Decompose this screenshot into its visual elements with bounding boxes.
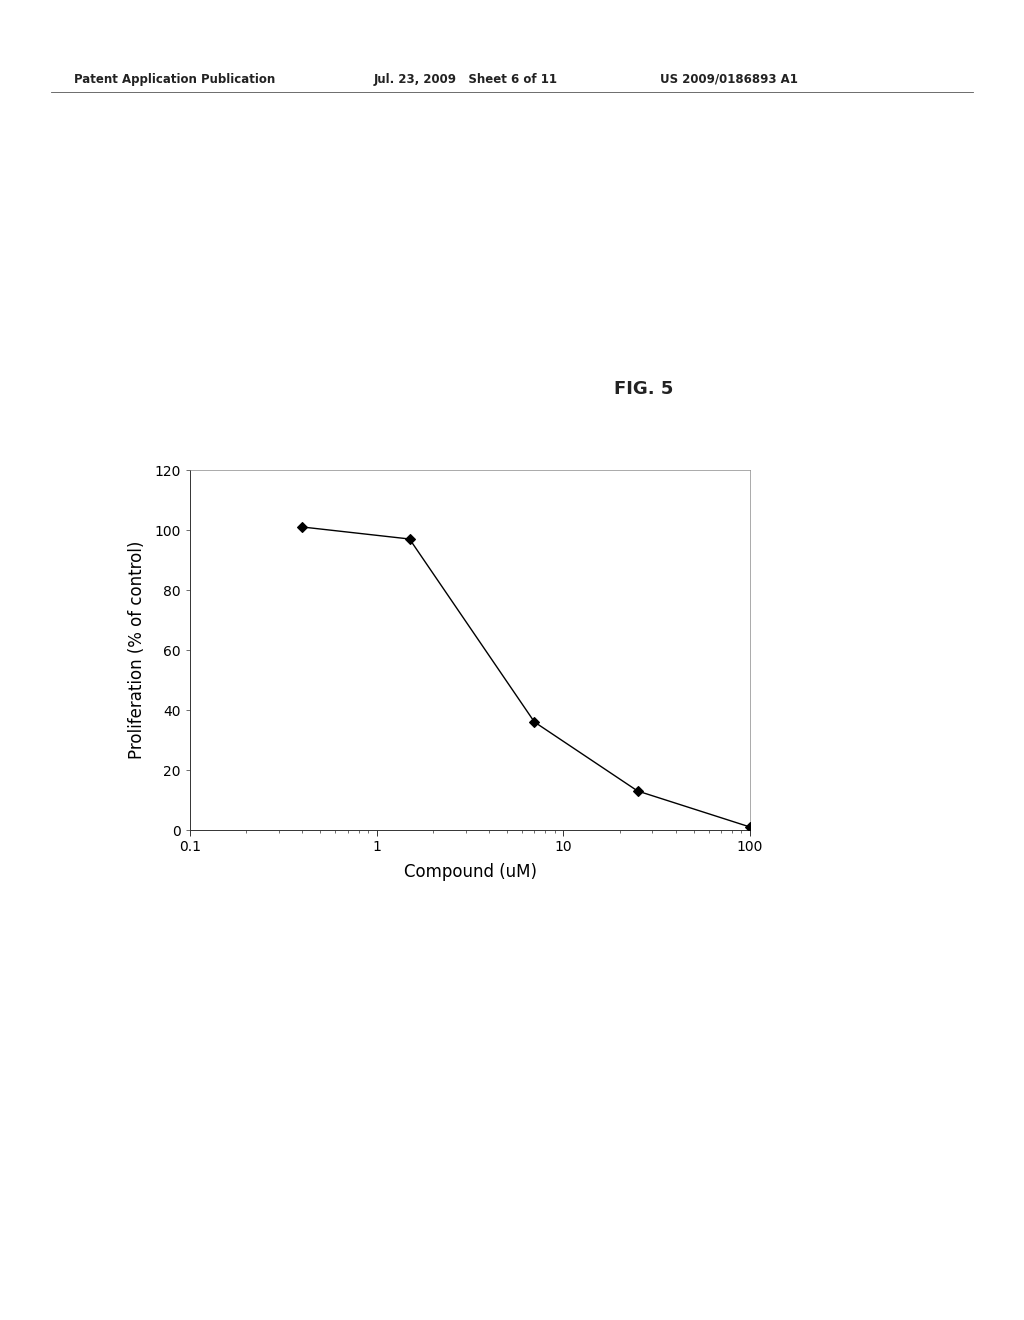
Text: US 2009/0186893 A1: US 2009/0186893 A1	[660, 73, 799, 86]
Y-axis label: Proliferation (% of control): Proliferation (% of control)	[128, 541, 146, 759]
Text: FIG. 5: FIG. 5	[614, 380, 674, 399]
Text: Jul. 23, 2009   Sheet 6 of 11: Jul. 23, 2009 Sheet 6 of 11	[374, 73, 558, 86]
X-axis label: Compound (uM): Compound (uM)	[403, 863, 537, 880]
Text: Patent Application Publication: Patent Application Publication	[74, 73, 275, 86]
